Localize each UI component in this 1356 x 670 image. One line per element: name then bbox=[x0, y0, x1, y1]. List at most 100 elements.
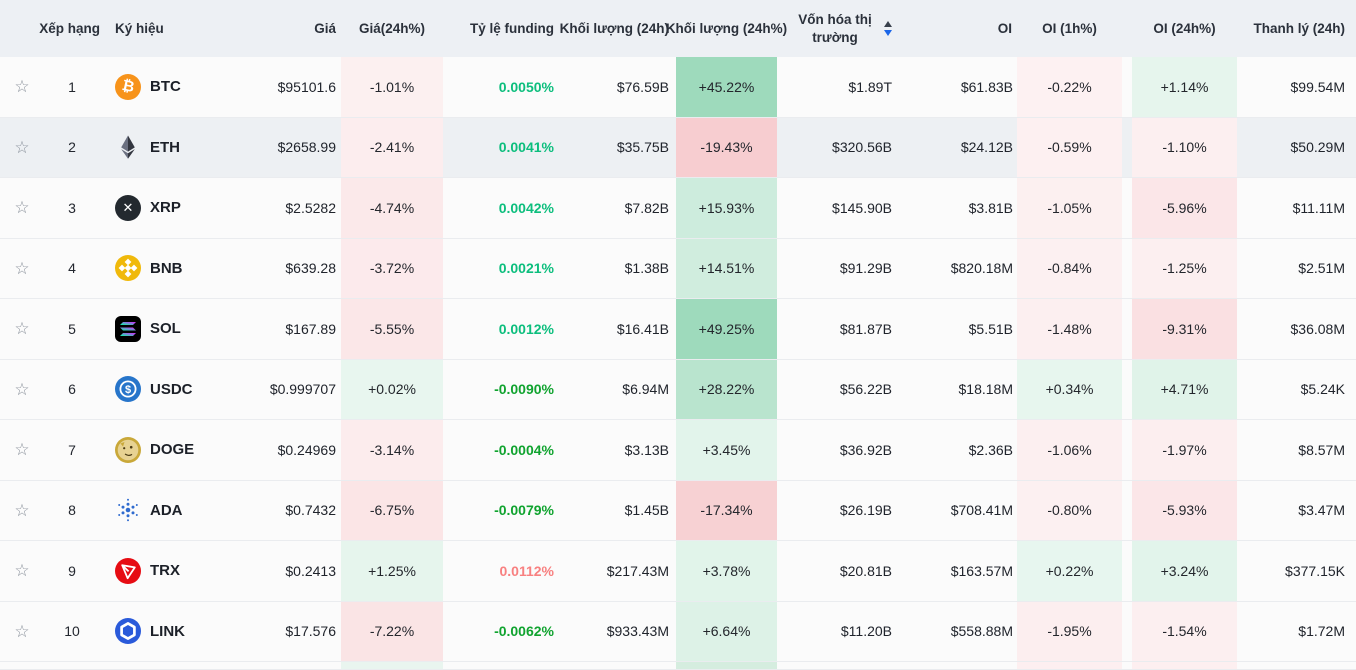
favorite-star-button[interactable]: ☆ bbox=[0, 118, 44, 178]
favorite-star-button[interactable]: ☆ bbox=[0, 541, 44, 601]
price-value: $0.24969 bbox=[277, 441, 336, 458]
sort-desc-icon-active bbox=[884, 30, 892, 36]
star-icon: ☆ bbox=[14, 379, 30, 399]
coin-symbol[interactable]: ₿ BTC bbox=[100, 57, 240, 117]
table-row-partial bbox=[0, 662, 1356, 670]
funding-rate-value: 0.0041% bbox=[498, 139, 554, 156]
oi-1h-pct-cell: -1.48% bbox=[1017, 299, 1122, 359]
usdc-icon: $ bbox=[115, 376, 141, 403]
oi-value: $163.57M bbox=[950, 562, 1013, 579]
link-icon bbox=[115, 618, 141, 645]
header-rank[interactable]: Xếp hạng bbox=[39, 21, 100, 36]
header-oi[interactable]: OI bbox=[997, 21, 1012, 36]
volume-24h-pct-cell: +3.45% bbox=[676, 420, 777, 480]
column-gap bbox=[1122, 57, 1132, 117]
oi-24h-pct-cell: +1.14% bbox=[1132, 57, 1237, 117]
coin-symbol[interactable]: TRX bbox=[100, 541, 240, 601]
favorite-star-button[interactable]: ☆ bbox=[0, 360, 44, 420]
header-volume-24h[interactable]: Khối lượng (24h) bbox=[559, 21, 669, 36]
header-price[interactable]: Giá bbox=[314, 21, 336, 36]
coin-symbol[interactable]: $ USDC bbox=[100, 360, 240, 420]
coin-symbol-label: ADA bbox=[150, 501, 183, 519]
coin-symbol-label: DOGE bbox=[150, 441, 195, 459]
market-cap-value: $56.22B bbox=[839, 381, 892, 398]
header-star bbox=[0, 0, 44, 57]
star-icon: ☆ bbox=[14, 77, 30, 97]
oi-1h-pct-cell: -0.84% bbox=[1017, 238, 1122, 298]
column-gap bbox=[1122, 360, 1132, 420]
favorite-star-button[interactable]: ☆ bbox=[0, 299, 44, 359]
header-oi-1h[interactable]: OI (1h%) bbox=[1042, 21, 1097, 36]
coin-symbol[interactable]: ADA bbox=[100, 481, 240, 541]
rank-value: 9 bbox=[68, 562, 76, 579]
table-row: ☆ 2 ETH $2658.99 -2.41% 0.0041% $35.75B -19.43%… bbox=[0, 117, 1356, 178]
table-row: ☆ 10 LINK $17.576 -7.22% -0.0062% $933.43M +6.6… bbox=[0, 601, 1356, 662]
sort-icon bbox=[884, 21, 892, 36]
oi-value: $558.88M bbox=[950, 623, 1013, 640]
volume-24h-value: $7.82B bbox=[624, 199, 669, 216]
funding-rate-value: -0.0079% bbox=[494, 502, 554, 519]
header-symbol[interactable]: Ký hiệu bbox=[115, 21, 164, 36]
oi-24h-pct-cell: -5.93% bbox=[1132, 480, 1237, 540]
rank-value: 7 bbox=[68, 441, 76, 458]
favorite-star-button[interactable]: ☆ bbox=[0, 481, 44, 541]
coin-symbol[interactable]: LINK bbox=[100, 602, 240, 662]
liquidation-24h-value: $11.11M bbox=[1292, 199, 1345, 216]
oi-24h-pct-cell: -5.96% bbox=[1132, 178, 1237, 238]
coin-symbol[interactable]: ✕ XRP bbox=[100, 178, 240, 238]
favorite-star-button[interactable]: ☆ bbox=[0, 57, 44, 117]
liquidation-24h-value: $99.54M bbox=[1290, 78, 1345, 95]
favorite-star-button[interactable]: ☆ bbox=[0, 420, 44, 480]
liquidation-24h-value: $50.29M bbox=[1290, 139, 1345, 156]
rank-value: 4 bbox=[68, 260, 76, 277]
table-row: ☆ 6 $ USDC $0.999707 +0.02% -0.0090% $6.94M +28.… bbox=[0, 359, 1356, 420]
coin-symbol-label: TRX bbox=[150, 562, 180, 580]
coin-symbol-label: SOL bbox=[150, 320, 181, 338]
rank-value: 8 bbox=[68, 502, 76, 519]
header-liquidation-24h[interactable]: Thanh lý (24h) bbox=[1253, 21, 1345, 36]
btc-icon: ₿ bbox=[115, 73, 141, 100]
price-value: $0.999707 bbox=[269, 381, 336, 398]
coin-symbol[interactable]: SOL bbox=[100, 299, 240, 359]
star-icon: ☆ bbox=[14, 621, 30, 641]
column-gap bbox=[1122, 178, 1132, 238]
volume-24h-pct-cell: +15.93% bbox=[676, 178, 777, 238]
table-row: ☆ 4 BNB $639.28 -3.72% 0.0021% $1.38B +14.51% $9… bbox=[0, 238, 1356, 299]
oi-24h-pct-cell: +3.24% bbox=[1132, 541, 1237, 601]
rank-value: 6 bbox=[68, 381, 76, 398]
xrp-icon: ✕ bbox=[115, 194, 141, 221]
volume-24h-pct-cell: +6.64% bbox=[676, 601, 777, 661]
oi-value: $5.51B bbox=[968, 320, 1013, 337]
favorite-star-button[interactable]: ☆ bbox=[0, 602, 44, 662]
price-change-24h-cell bbox=[341, 662, 443, 669]
market-cap-value: $91.29B bbox=[839, 260, 892, 277]
funding-rate-value: -0.0062% bbox=[494, 623, 554, 640]
oi-value: $18.18M bbox=[958, 381, 1013, 398]
coin-symbol[interactable]: DOGE bbox=[100, 420, 240, 480]
coin-symbol[interactable]: ETH bbox=[100, 118, 240, 178]
favorite-star-button[interactable]: ☆ bbox=[0, 178, 44, 238]
market-cap-value: $36.92B bbox=[839, 441, 892, 458]
liquidation-24h-value: $36.08M bbox=[1290, 320, 1345, 337]
star-icon: ☆ bbox=[14, 319, 30, 339]
oi-1h-pct-cell: +0.22% bbox=[1017, 541, 1122, 601]
funding-rate-value: 0.0012% bbox=[498, 320, 554, 337]
column-gap bbox=[1122, 299, 1132, 359]
header-oi-24h[interactable]: OI (24h%) bbox=[1153, 21, 1216, 36]
sol-icon bbox=[115, 315, 141, 342]
favorite-star-button[interactable]: ☆ bbox=[0, 239, 44, 299]
oi-1h-pct-cell: -1.06% bbox=[1017, 420, 1122, 480]
price-change-24h-cell: -6.75% bbox=[341, 480, 443, 540]
oi-1h-pct-cell bbox=[1017, 662, 1122, 669]
oi-24h-pct-cell: -1.97% bbox=[1132, 420, 1237, 480]
star-icon: ☆ bbox=[14, 137, 30, 157]
liquidation-24h-value: $2.51M bbox=[1298, 260, 1345, 277]
header-volume-24h-pct[interactable]: Khối lượng (24h%) bbox=[665, 21, 788, 36]
header-change-24h[interactable]: Giá(24h%) bbox=[358, 21, 426, 36]
header-market-cap[interactable]: Vốn hóa thị trường bbox=[777, 0, 906, 57]
price-change-24h-cell: -7.22% bbox=[341, 601, 443, 661]
oi-1h-pct-cell: -0.80% bbox=[1017, 480, 1122, 540]
header-funding-rate[interactable]: Tỷ lệ funding bbox=[470, 21, 554, 36]
coin-symbol[interactable]: BNB bbox=[100, 239, 240, 299]
